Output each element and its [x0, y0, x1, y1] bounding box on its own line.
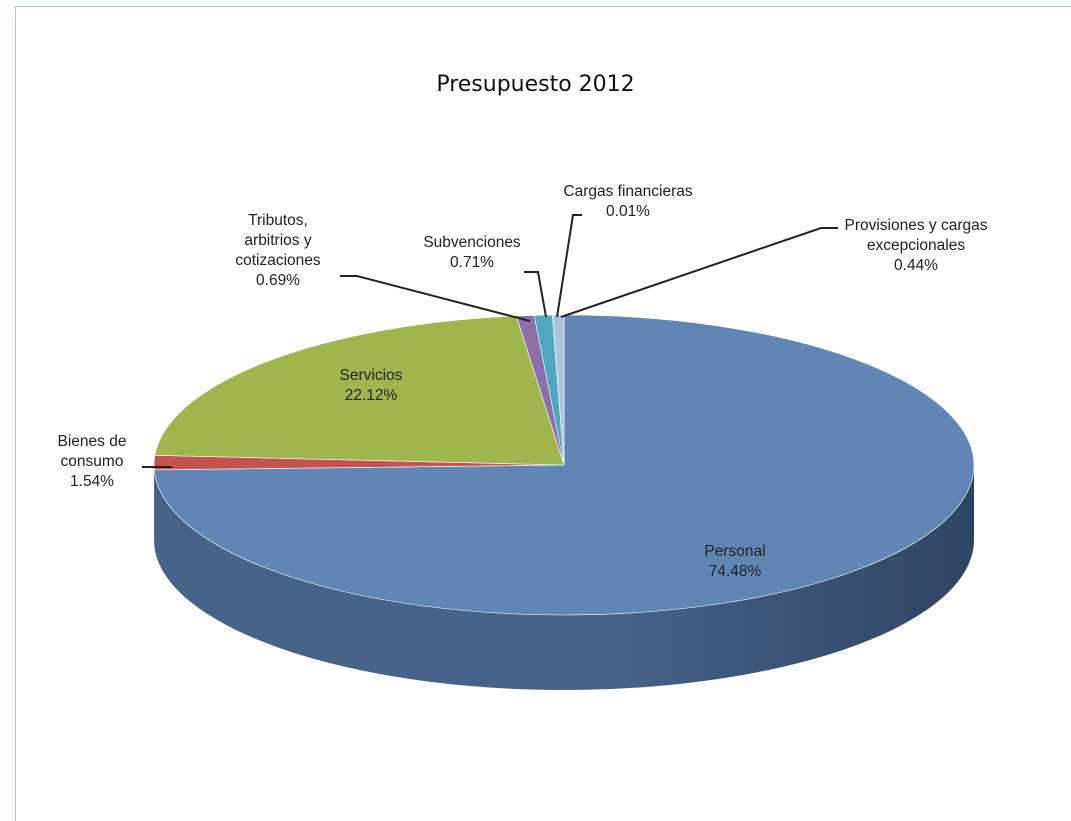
label-tributos-line: arbitrios y: [244, 232, 311, 249]
leader-line-cargas: [556, 214, 582, 318]
label-cargas-line: 0.01%: [606, 203, 650, 220]
label-provisiones-line: Provisiones y cargas: [844, 217, 987, 234]
label-bienes-line: consumo: [61, 453, 124, 470]
pie-sides: [154, 465, 975, 691]
leader-line-tributos: [340, 275, 531, 322]
pie-side-personal: [154, 465, 975, 691]
label-subvenciones-line: 0.71%: [450, 254, 494, 271]
label-cargas-line: Cargas financieras: [563, 183, 692, 200]
label-bienes-line: Bienes de: [58, 433, 127, 450]
leader-line-provisiones: [560, 227, 838, 318]
label-servicios-line: 22.12%: [345, 387, 398, 404]
pie-top: [153, 314, 975, 616]
label-tributos-line: cotizaciones: [235, 252, 321, 269]
label-personal-line: Personal: [704, 543, 765, 560]
label-provisiones: Provisiones y cargas excepcionales 0.44%: [844, 217, 987, 274]
label-servicios-line: Servicios: [340, 367, 403, 384]
chart-title: Presupuesto 2012: [436, 72, 635, 97]
label-bienes-line: 1.54%: [70, 473, 114, 490]
leader-line-subvenciones: [524, 271, 547, 318]
chart-frame: [15, 6, 1071, 821]
label-subvenciones-line: Subvenciones: [423, 234, 521, 251]
label-personal: Personal 74.48%: [704, 543, 765, 580]
label-provisiones-line: excepcionales: [867, 237, 965, 254]
label-provisiones-line: 0.44%: [894, 257, 938, 274]
label-tributos-line: 0.69%: [256, 272, 300, 289]
label-tributos: Tributos, arbitrios y cotizaciones 0.69%: [235, 212, 321, 289]
pie-slice-servicios: [154, 315, 565, 466]
label-cargas: Cargas financieras 0.01%: [563, 183, 692, 220]
label-servicios: Servicios 22.12%: [340, 367, 403, 404]
label-tributos-line: Tributos,: [248, 212, 308, 229]
label-personal-line: 74.48%: [709, 563, 762, 580]
label-subvenciones: Subvenciones 0.71%: [423, 234, 521, 271]
label-bienes: Bienes de consumo 1.54%: [58, 433, 127, 490]
leader-lines: [142, 214, 838, 468]
slice-labels: Personal 74.48% Bienes de consumo 1.54% Servi…: [58, 183, 988, 580]
